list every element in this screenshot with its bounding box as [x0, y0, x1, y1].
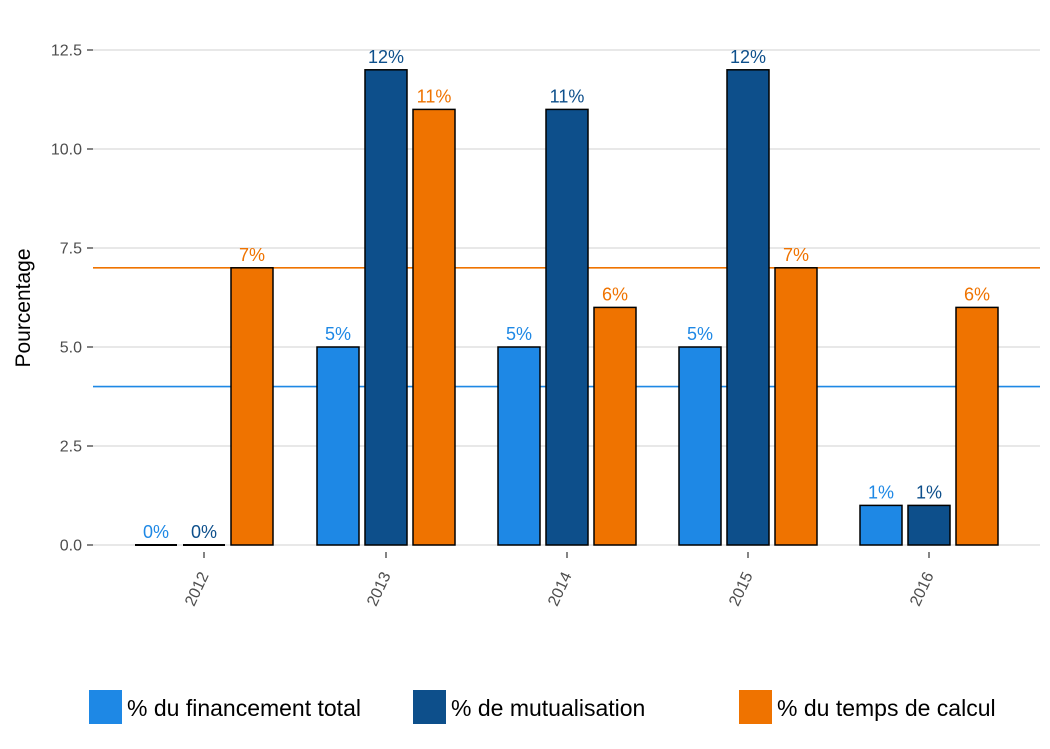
legend-label: % du financement total [127, 695, 361, 721]
bar [593, 306, 637, 546]
bar [774, 267, 818, 546]
y-axis-title: Pourcentage [12, 248, 35, 367]
bar [955, 306, 999, 546]
bar [412, 108, 456, 546]
data-label: 0% [191, 522, 217, 542]
x-axis: 2012 2013 2014 2015 2016 [182, 552, 938, 609]
y-tick-label: 7.5 [60, 241, 82, 258]
bar [497, 346, 541, 546]
y-tick-label: 5.0 [60, 340, 82, 357]
bar [545, 108, 589, 546]
x-tick-label: 2012 [182, 569, 212, 609]
y-axis: 0.0 2.5 5.0 7.5 10.0 12.5 [51, 43, 93, 555]
x-tick-label: 2015 [726, 569, 756, 609]
data-label: 6% [964, 284, 990, 304]
data-label: 5% [687, 324, 713, 344]
legend-swatch [739, 690, 772, 724]
data-label: 5% [325, 324, 351, 344]
data-label: 7% [239, 245, 265, 265]
data-label: 12% [368, 47, 404, 67]
data-labels: 0% 0% 7% 5% 12% 11% 5% 11% 6% 5% 12% 7% 1% 1% 6% [143, 47, 990, 542]
data-label: 12% [730, 47, 766, 67]
data-label: 6% [602, 284, 628, 304]
bar [726, 69, 770, 546]
y-tick-label: 0.0 [60, 538, 82, 555]
legend-label: % de mutualisation [451, 695, 645, 721]
data-label: 11% [550, 86, 585, 106]
bar [364, 69, 408, 546]
legend-label: % du temps de calcul [777, 695, 996, 721]
data-label: 11% [417, 86, 452, 106]
data-label: 7% [783, 245, 809, 265]
y-tick-label: 2.5 [60, 439, 82, 456]
bar [230, 267, 274, 546]
bar [316, 346, 360, 546]
data-label: 1% [868, 482, 894, 502]
y-tick-label: 12.5 [51, 43, 82, 60]
x-tick-label: 2014 [545, 569, 575, 609]
legend-swatch [89, 690, 122, 724]
legend: % du financement total % de mutualisation… [89, 690, 996, 724]
data-label: 5% [506, 324, 532, 344]
data-label: 1% [916, 482, 942, 502]
data-label: 0% [143, 522, 169, 542]
bars [135, 69, 999, 546]
y-tick-label: 10.0 [51, 142, 82, 159]
x-tick-label: 2013 [364, 569, 394, 609]
bar [907, 504, 951, 546]
x-tick-label: 2016 [907, 569, 937, 609]
bar [678, 346, 722, 546]
legend-swatch [413, 690, 446, 724]
bar [859, 504, 903, 546]
